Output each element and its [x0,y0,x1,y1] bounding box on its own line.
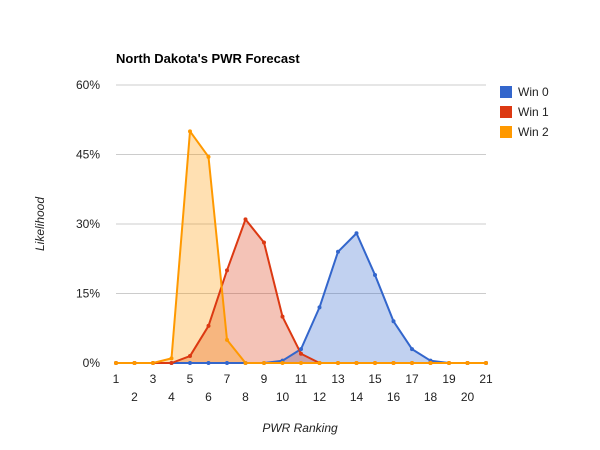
series-areas [116,131,486,363]
data-point [299,351,303,356]
x-tick-label: 8 [242,390,249,404]
data-point [354,361,359,365]
series-area-2 [116,131,486,363]
data-point [373,272,377,277]
data-point [391,319,396,324]
data-point [262,361,266,365]
x-tick-label: 19 [442,372,456,386]
data-point [243,217,248,222]
gridlines [116,84,486,364]
data-point [336,249,340,254]
x-tick-label: 16 [387,390,401,404]
x-tick-label: 14 [350,390,364,404]
data-point [169,356,174,361]
series-area-0 [116,233,486,363]
data-point [317,305,322,310]
series-area-1 [116,219,486,363]
data-point [206,361,211,365]
chart-title: North Dakota's PWR Forecast [116,51,300,66]
data-point [225,337,229,342]
legend-label: Win 2 [518,125,549,139]
data-point [391,361,396,365]
data-point [373,361,377,365]
data-point [206,323,211,328]
x-tick-label: 21 [479,372,493,386]
x-tick-label: 9 [261,372,268,386]
data-point [354,231,359,236]
data-point [299,361,303,365]
data-point [428,361,433,365]
data-point [151,361,155,365]
x-tick-label: 6 [205,390,212,404]
x-tick-label: 15 [368,372,382,386]
data-point [188,361,192,365]
data-point [114,361,118,365]
legend: Win 0 Win 1 Win 2 [500,85,549,139]
legend-swatch [500,126,512,138]
data-point [243,361,248,365]
data-point [225,268,229,273]
x-tick-label: 18 [424,390,438,404]
data-point [484,361,488,365]
x-tick-label: 11 [295,372,308,386]
series-line-1 [116,218,486,364]
x-tick-label: 10 [276,390,290,404]
data-point [225,361,229,365]
data-point [280,361,285,365]
data-point [262,240,266,245]
y-tick-label: 30% [76,217,100,231]
y-axis-ticks: 0% 15% 30% 45% 60% [76,78,100,370]
data-point [317,361,322,365]
series-line-0 [116,232,486,364]
legend-label: Win 0 [518,85,549,99]
legend-swatch [500,86,512,98]
data-point [188,354,192,359]
x-tick-label: 12 [313,390,327,404]
x-tick-label: 17 [405,372,419,386]
data-point [299,347,303,352]
x-axis-title: PWR Ranking [262,421,338,435]
y-tick-label: 15% [76,287,100,301]
data-point [132,361,137,365]
x-tick-label: 3 [150,372,157,386]
data-point [447,361,451,365]
legend-swatch [500,106,512,118]
x-tick-label: 7 [224,372,231,386]
x-tick-label: 13 [331,372,345,386]
data-point [336,361,340,365]
y-tick-label: 0% [83,356,101,370]
y-axis-title: Likelihood [33,197,47,251]
y-tick-label: 60% [76,78,100,92]
x-tick-label: 5 [187,372,194,386]
data-point [169,361,174,365]
data-point [410,361,414,365]
data-point [188,129,192,134]
data-point [280,314,285,319]
y-tick-label: 45% [76,148,100,162]
x-tick-label: 2 [131,390,138,404]
series-points [114,129,488,365]
legend-label: Win 1 [518,105,549,119]
series-lines [116,130,486,364]
x-tick-label: 20 [461,390,475,404]
x-tick-label: 4 [168,390,175,404]
data-point [465,361,470,365]
data-point [206,154,211,159]
data-point [410,347,414,352]
x-tick-label: 1 [113,372,120,386]
series-line-2 [116,130,486,364]
